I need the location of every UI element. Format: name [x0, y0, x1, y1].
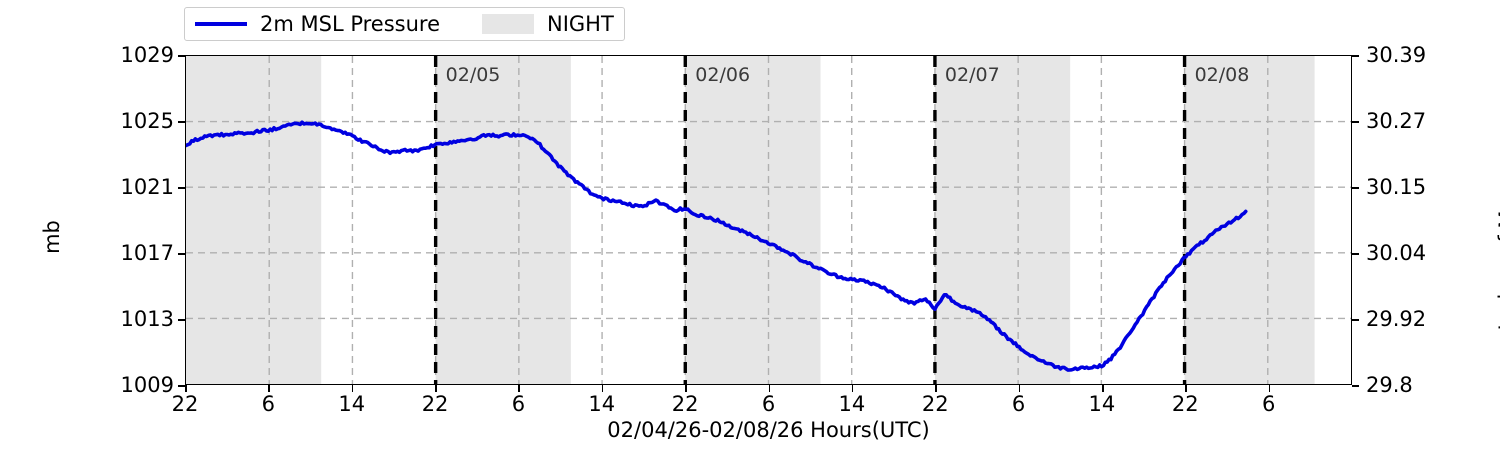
night-band-3 — [934, 56, 1071, 384]
x-tick-mark — [768, 385, 771, 392]
x-tick-2: 14 — [338, 392, 366, 416]
y-tick-mark-right — [1352, 121, 1359, 123]
legend-entry-pressure: 2m MSL Pressure — [195, 12, 440, 36]
legend-night-swatch — [482, 14, 534, 34]
y-tick-mark-left — [178, 319, 185, 321]
x-tick-mark — [851, 385, 854, 392]
y-axis-label-left: mb — [40, 220, 64, 254]
x-tick-8: 14 — [838, 392, 866, 416]
x-tick-10: 6 — [1011, 392, 1026, 416]
x-tick-11: 14 — [1088, 392, 1116, 416]
night-shading-group — [186, 56, 1315, 384]
x-tick-1: 6 — [261, 392, 276, 416]
y-tick-right-29.8: 29.8 — [1366, 373, 1413, 397]
chart-legend: 2m MSL Pressure NIGHT — [184, 7, 625, 41]
y-tick-right-29.92: 29.92 — [1366, 307, 1427, 331]
y-tick-right-30.27: 30.27 — [1366, 109, 1427, 133]
y-tick-mark-left — [178, 121, 185, 123]
day-boundary-lines-group — [436, 56, 1185, 384]
legend-label-night: NIGHT — [547, 12, 614, 36]
night-band-1 — [435, 56, 571, 384]
x-tick-mark — [935, 385, 937, 392]
y-tick-left-1021: 1021 — [120, 175, 174, 199]
y-tick-mark-left — [178, 55, 185, 57]
x-tick-mark — [601, 385, 604, 392]
legend-label-pressure: 2m MSL Pressure — [260, 12, 440, 36]
legend-line-swatch — [195, 22, 247, 26]
x-tick-9: 22 — [921, 392, 949, 416]
y-tick-left-1013: 1013 — [120, 307, 174, 331]
y-tick-mark-right — [1352, 55, 1359, 57]
x-tick-mark — [185, 385, 187, 392]
y-tick-left-1025: 1025 — [120, 109, 174, 133]
y-tick-mark-left — [178, 253, 185, 255]
x-tick-13: 6 — [1261, 392, 1276, 416]
x-tick-0: 22 — [171, 392, 199, 416]
plot-canvas — [186, 56, 1351, 384]
y-axis-label-right: Inches of Mercury — [1495, 143, 1500, 331]
night-band-0 — [186, 56, 322, 384]
x-tick-mark — [685, 385, 687, 392]
y-tick-mark-left — [178, 187, 185, 189]
x-tick-mark — [435, 385, 437, 392]
y-tick-right-30.39: 30.39 — [1366, 43, 1427, 67]
y-tick-left-1009: 1009 — [120, 373, 174, 397]
legend-entry-night: NIGHT — [440, 12, 614, 36]
x-tick-3: 22 — [421, 392, 449, 416]
x-tick-mark — [518, 385, 521, 392]
y-tick-right-30.04: 30.04 — [1366, 241, 1427, 265]
y-tick-mark-right — [1352, 187, 1359, 189]
plot-area: 02/05 02/06 02/07 02/08 — [185, 55, 1352, 385]
y-tick-left-1017: 1017 — [120, 241, 174, 265]
night-band-2 — [685, 56, 821, 384]
x-tick-4: 6 — [511, 392, 526, 416]
x-tick-mark — [268, 385, 270, 392]
y-tick-left-1029: 1029 — [120, 43, 174, 67]
y-tick-mark-left — [178, 385, 185, 387]
x-tick-5: 14 — [588, 392, 616, 416]
y-tick-mark-right — [1352, 385, 1359, 387]
x-tick-12: 22 — [1171, 392, 1199, 416]
night-band-4 — [1184, 56, 1315, 384]
x-tick-mark — [1268, 385, 1271, 392]
x-tick-6: 22 — [671, 392, 699, 416]
x-tick-mark — [351, 385, 354, 392]
y-tick-right-30.15: 30.15 — [1366, 175, 1427, 199]
x-tick-mark — [1101, 385, 1104, 392]
x-tick-mark — [1185, 385, 1187, 392]
x-tick-mark — [1018, 385, 1021, 392]
y-tick-mark-right — [1352, 319, 1359, 321]
x-tick-7: 6 — [761, 392, 776, 416]
x-axis-label: 02/04/26-02/08/26 Hours(UTC) — [607, 418, 930, 442]
pressure-line — [186, 122, 1246, 370]
y-tick-mark-right — [1352, 253, 1359, 255]
